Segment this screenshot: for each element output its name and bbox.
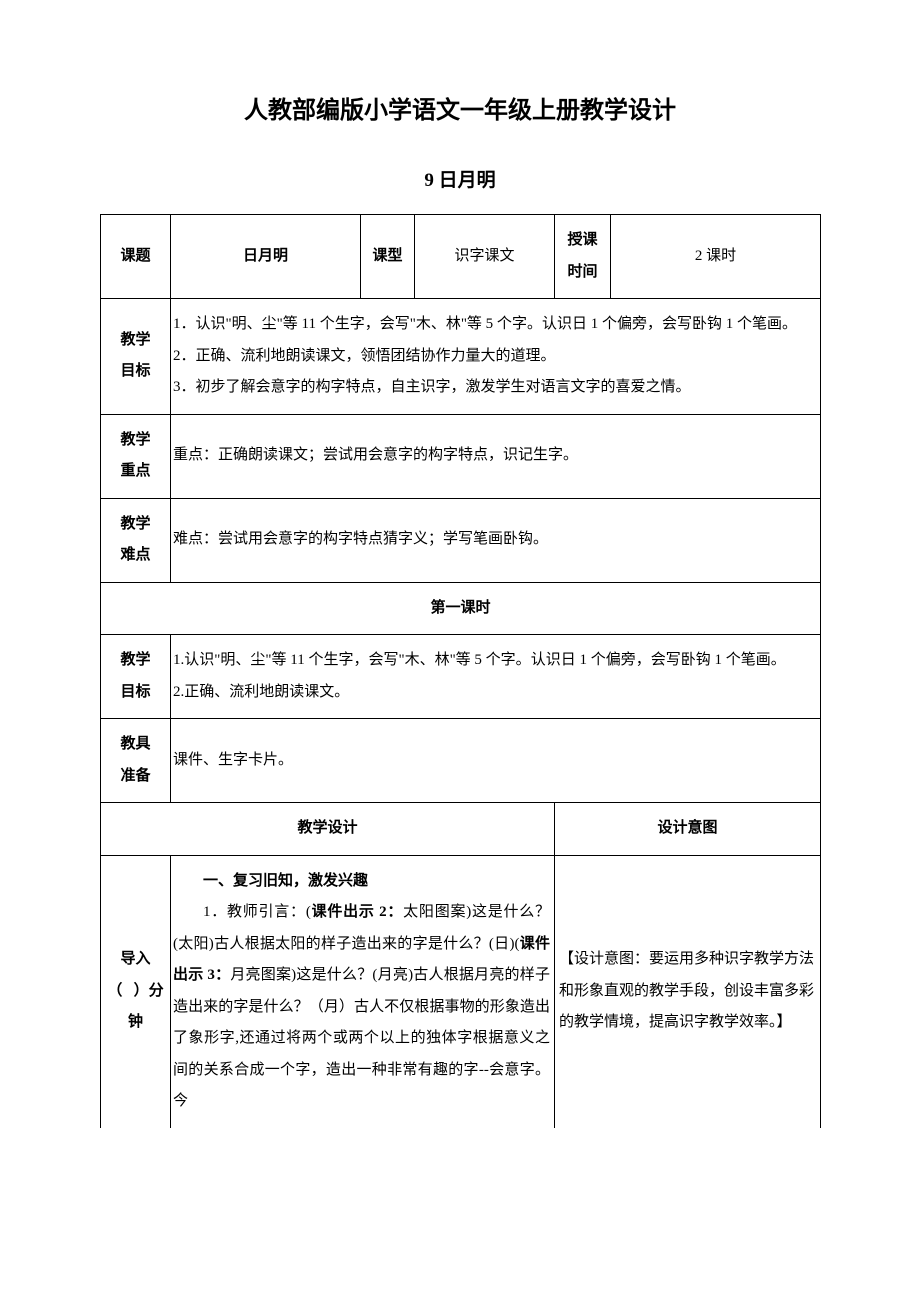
table-row-difficulty: 教学难点 难点：尝试用会意字的构字特点猜字义；学写笔画卧钩。	[101, 498, 821, 582]
difficulty-label-text: 教学难点	[105, 509, 166, 572]
materials-text: 课件、生字卡片。	[171, 719, 821, 803]
table-row-goals: 教学目标 1．认识"明、尘"等 11 个生字，会写"木、林"等 5 个字。认识日…	[101, 299, 821, 415]
intro-body-prefix: 1．教师引言：(	[203, 904, 311, 920]
intro-heading: 一、复习旧知，激发兴趣	[173, 866, 550, 898]
focus-text: 重点：正确朗读课文；尝试用会意字的构字特点，识记生字。	[171, 414, 821, 498]
time-value: 2 课时	[611, 215, 821, 299]
intro-design: 【设计意图：要运用多种识字教学方法和形象直观的教学手段，创设丰富多彩的教学情境，…	[555, 855, 821, 1128]
table-row-design-header: 教学设计 设计意图	[101, 803, 821, 856]
time-label: 授课 时间	[555, 215, 611, 299]
intro-paragraph: 1．教师引言：(课件出示 2：太阳图案)这是什么？(太阳)古人根据太阳的样子造出…	[173, 897, 550, 1118]
materials-label-text: 教具准备	[105, 729, 166, 792]
goals-text: 1．认识"明、尘"等 11 个生字，会写"木、林"等 5 个字。认识日 1 个偏…	[171, 299, 821, 415]
intro-label-line3: 钟	[105, 1007, 166, 1039]
intro-body: 一、复习旧知，激发兴趣 1．教师引言：(课件出示 2：太阳图案)这是什么？(太阳…	[171, 855, 555, 1128]
lesson1-goals-label-text: 教学目标	[105, 645, 166, 708]
intro-body-mid2: 月亮图案)这是什么？(月亮)古人根据月亮的样子造出来的字是什么？（月）古人不仅根…	[173, 967, 550, 1109]
goals-label-text: 教学目标	[105, 325, 166, 388]
time-label-line1: 授课	[559, 225, 606, 257]
table-row-lesson1-goals: 教学目标 1.认识"明、尘"等 11 个生字，会写"木、林"等 5 个字。认识日…	[101, 635, 821, 719]
intro-body-bold1: 课件出示 2：	[311, 904, 403, 920]
design-left-header: 教学设计	[101, 803, 555, 856]
type-value: 识字课文	[415, 215, 555, 299]
lesson1-goals-text: 1.认识"明、尘"等 11 个生字，会写"木、林"等 5 个字。认识日 1 个偏…	[171, 635, 821, 719]
intro-label-prefix: （	[107, 983, 122, 999]
lesson1-header: 第一课时	[101, 582, 821, 635]
focus-label-text: 教学重点	[105, 425, 166, 488]
lesson-plan-table: 课题 日月明 课型 识字课文 授课 时间 2 课时 教学目标 1．认识"明、尘"…	[100, 214, 821, 1128]
topic-value: 日月明	[171, 215, 361, 299]
difficulty-label: 教学难点	[101, 498, 171, 582]
topic-label: 课题	[101, 215, 171, 299]
design-right-header: 设计意图	[555, 803, 821, 856]
focus-label: 教学重点	[101, 414, 171, 498]
goals-label: 教学目标	[101, 299, 171, 415]
lesson-subtitle: 9 日月明	[100, 165, 820, 192]
table-row-lesson1-header: 第一课时	[101, 582, 821, 635]
difficulty-text: 难点：尝试用会意字的构字特点猜字义；学写笔画卧钩。	[171, 498, 821, 582]
table-row-materials: 教具准备 课件、生字卡片。	[101, 719, 821, 803]
time-label-line2: 时间	[559, 257, 606, 289]
intro-label-suffix: ）分	[134, 983, 164, 999]
materials-label: 教具准备	[101, 719, 171, 803]
table-row-header: 课题 日月明 课型 识字课文 授课 时间 2 课时	[101, 215, 821, 299]
type-label: 课型	[361, 215, 415, 299]
lesson1-goals-label: 教学目标	[101, 635, 171, 719]
table-row-intro: 导入 （ ）分 钟 一、复习旧知，激发兴趣 1．教师引言：(课件出示 2：太阳图…	[101, 855, 821, 1128]
table-row-focus: 教学重点 重点：正确朗读课文；尝试用会意字的构字特点，识记生字。	[101, 414, 821, 498]
intro-label-line1: 导入	[105, 944, 166, 976]
page-title: 人教部编版小学语文一年级上册教学设计	[100, 90, 820, 125]
intro-label: 导入 （ ）分 钟	[101, 855, 171, 1128]
intro-label-line2: （ ）分	[105, 976, 166, 1008]
